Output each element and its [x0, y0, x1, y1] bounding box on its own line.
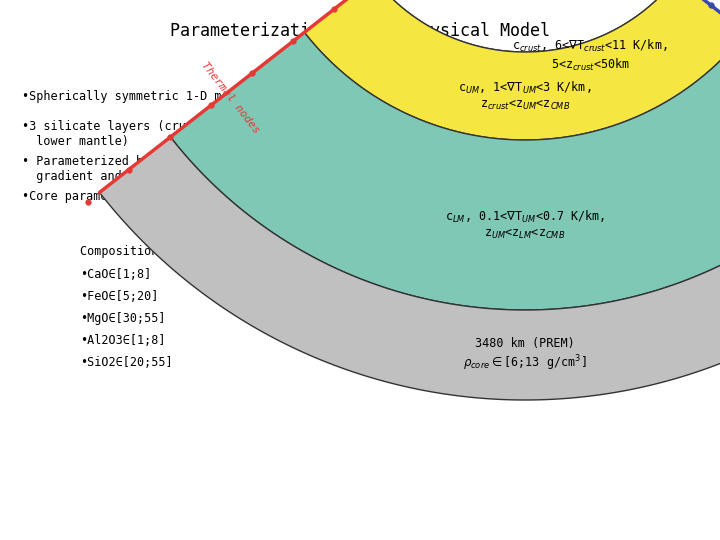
Text: •Spherically symmetric 1-D model: •Spherically symmetric 1-D model: [22, 90, 250, 103]
Polygon shape: [99, 137, 720, 400]
Text: Compositional bounds (wt %): Compositional bounds (wt %): [80, 245, 272, 258]
Text: •CaO∈[1;8]: •CaO∈[1;8]: [80, 268, 151, 281]
Polygon shape: [364, 0, 687, 65]
Polygon shape: [305, 0, 720, 140]
Text: •SiO2∈[20;55]: •SiO2∈[20;55]: [80, 356, 173, 369]
Text: •FeO∈[5;20]: •FeO∈[5;20]: [80, 290, 158, 303]
Text: 3480 km (PREM)
$\rho_{core}$$\in$[6;13 g/cm$^3$]: 3480 km (PREM) $\rho_{core}$$\in$[6;13 g…: [463, 338, 587, 373]
Text: •Al2O3∈[1;8]: •Al2O3∈[1;8]: [80, 334, 166, 347]
Text: c$_{UM}$, 1<$\nabla$T$_{UM}$<3 K/km,
z$_{crust}$<z$_{UM}$<z$_{CMB}$: c$_{UM}$, 1<$\nabla$T$_{UM}$<3 K/km, z$_…: [459, 80, 592, 112]
Text: •Core parameterized by density: •Core parameterized by density: [22, 190, 235, 203]
Text: Parameterization of the Physical Model: Parameterization of the Physical Model: [170, 22, 550, 40]
Text: •3 silicate layers (crust, upper mantle and
  lower mantle): •3 silicate layers (crust, upper mantle …: [22, 120, 328, 148]
Text: •MgO∈[30;55]: •MgO∈[30;55]: [80, 312, 166, 325]
Text: Thermal nodes: Thermal nodes: [200, 60, 262, 136]
Polygon shape: [171, 32, 720, 310]
Text: • Parameterized by a composition thermal
  gradient and thickness: • Parameterized by a composition thermal…: [22, 155, 307, 183]
Text: c$_{crust}$, 6<$\nabla$T$_{crust}$<11 K/km,
5<z$_{crust}$<50km: c$_{crust}$, 6<$\nabla$T$_{crust}$<11 K/…: [512, 38, 667, 72]
Text: c$_{LM}$, 0.1<$\nabla$T$_{UM}$<0.7 K/km,
z$_{UM}$<z$_{LM}$<z$_{CMB}$: c$_{LM}$, 0.1<$\nabla$T$_{UM}$<0.7 K/km,…: [445, 209, 605, 241]
